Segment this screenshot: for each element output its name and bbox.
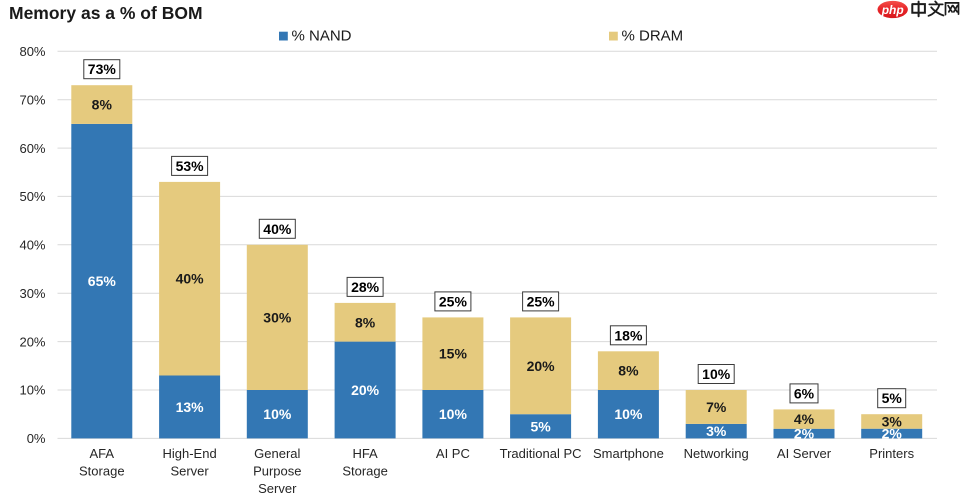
svg-text:Printers: Printers bbox=[869, 446, 914, 461]
svg-text:50%: 50% bbox=[19, 189, 45, 204]
svg-text:7%: 7% bbox=[706, 399, 727, 415]
svg-text:20%: 20% bbox=[351, 382, 380, 398]
svg-text:Smartphone: Smartphone bbox=[593, 446, 664, 461]
svg-text:10%: 10% bbox=[439, 406, 468, 422]
svg-text:2%: 2% bbox=[882, 426, 903, 442]
svg-text:Traditional PC: Traditional PC bbox=[500, 446, 582, 461]
svg-text:2%: 2% bbox=[794, 426, 815, 442]
svg-text:15%: 15% bbox=[439, 346, 468, 362]
svg-text:10%: 10% bbox=[614, 406, 643, 422]
svg-text:28%: 28% bbox=[351, 279, 380, 295]
svg-text:60%: 60% bbox=[19, 141, 45, 156]
svg-text:% NAND: % NAND bbox=[292, 28, 352, 45]
svg-text:80%: 80% bbox=[19, 44, 45, 59]
svg-text:73%: 73% bbox=[88, 61, 117, 77]
svg-text:php: php bbox=[881, 3, 904, 17]
svg-text:Server: Server bbox=[170, 464, 209, 479]
svg-text:AFA: AFA bbox=[90, 446, 115, 461]
svg-text:HFA: HFA bbox=[352, 446, 378, 461]
svg-text:5%: 5% bbox=[530, 418, 551, 434]
svg-text:40%: 40% bbox=[263, 221, 292, 237]
svg-text:5%: 5% bbox=[882, 390, 903, 406]
svg-text:20%: 20% bbox=[19, 334, 45, 349]
svg-text:30%: 30% bbox=[263, 309, 292, 325]
svg-text:40%: 40% bbox=[19, 238, 45, 253]
svg-text:Storage: Storage bbox=[342, 464, 388, 479]
svg-text:18%: 18% bbox=[614, 327, 643, 343]
svg-text:30%: 30% bbox=[19, 286, 45, 301]
svg-text:% DRAM: % DRAM bbox=[622, 28, 684, 45]
svg-text:8%: 8% bbox=[355, 314, 376, 330]
svg-text:Memory as a % of BOM: Memory as a % of BOM bbox=[9, 3, 203, 23]
svg-text:AI Server: AI Server bbox=[777, 446, 832, 461]
svg-text:53%: 53% bbox=[176, 158, 205, 174]
svg-text:40%: 40% bbox=[176, 271, 205, 287]
svg-text:6%: 6% bbox=[794, 385, 815, 401]
svg-text:70%: 70% bbox=[19, 92, 45, 107]
svg-text:8%: 8% bbox=[92, 97, 113, 113]
svg-text:0%: 0% bbox=[27, 431, 46, 446]
svg-text:13%: 13% bbox=[176, 399, 205, 415]
svg-text:Purpose: Purpose bbox=[253, 464, 301, 479]
svg-text:General: General bbox=[254, 446, 300, 461]
svg-text:4%: 4% bbox=[794, 411, 815, 427]
svg-text:Storage: Storage bbox=[79, 464, 125, 479]
svg-text:10%: 10% bbox=[263, 406, 292, 422]
svg-text:20%: 20% bbox=[527, 358, 556, 374]
svg-text:High-End: High-End bbox=[162, 446, 216, 461]
svg-text:Networking: Networking bbox=[684, 446, 749, 461]
svg-text:10%: 10% bbox=[702, 366, 731, 382]
svg-text:25%: 25% bbox=[527, 293, 556, 309]
svg-text:3%: 3% bbox=[882, 414, 903, 430]
svg-text:65%: 65% bbox=[88, 273, 117, 289]
svg-text:25%: 25% bbox=[439, 293, 468, 309]
svg-text:3%: 3% bbox=[706, 423, 727, 439]
svg-text:8%: 8% bbox=[618, 363, 639, 379]
svg-text:AI PC: AI PC bbox=[436, 446, 470, 461]
svg-text:Server: Server bbox=[258, 481, 297, 495]
svg-text:10%: 10% bbox=[19, 383, 45, 398]
